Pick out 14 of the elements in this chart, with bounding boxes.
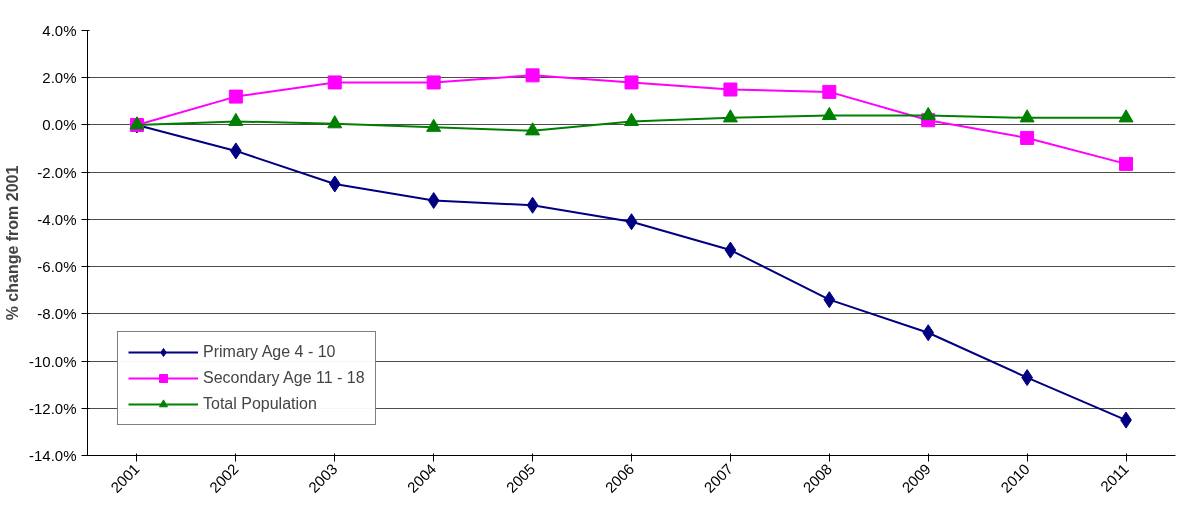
y-tick-label: -10.0% [28, 352, 77, 370]
y-tick-label: -2.0% [37, 163, 77, 181]
y-tick-label: 0.0% [42, 116, 77, 134]
y-tick-label: -12.0% [28, 399, 77, 417]
legend-label: Primary Age 4 - 10 [203, 343, 336, 361]
y-tick-label: 2.0% [42, 69, 77, 87]
legend-label: Secondary Age 11 - 18 [203, 369, 365, 387]
y-axis-title: % change from 2001 [3, 165, 21, 321]
y-tick-label: -6.0% [37, 258, 77, 276]
y-tick-label: -4.0% [37, 210, 77, 228]
legend-label: Total Population [203, 395, 317, 413]
y-tick-label: 4.0% [42, 22, 77, 39]
y-tick-label: -14.0% [28, 447, 77, 464]
y-tick-label: -8.0% [37, 305, 77, 323]
